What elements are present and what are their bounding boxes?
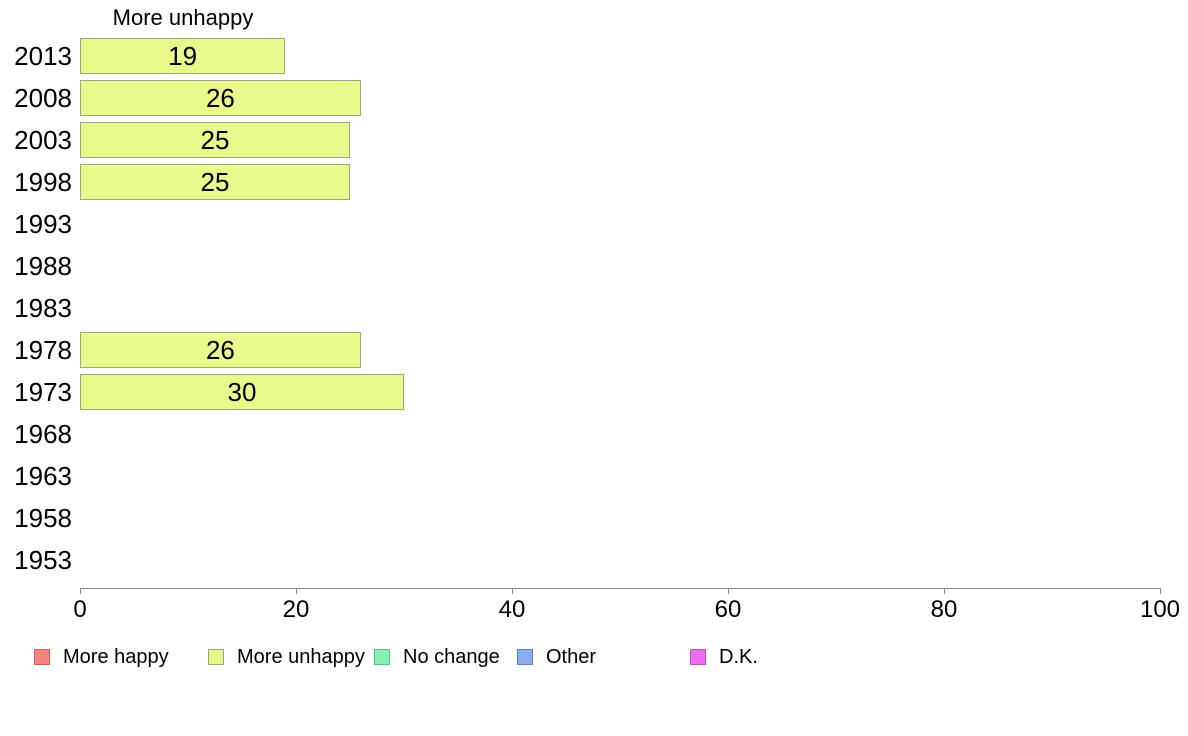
legend-swatch	[517, 649, 533, 665]
x-axis-tick-label: 0	[73, 596, 87, 623]
year-label: 1958	[14, 503, 72, 533]
year-label: 2003	[14, 125, 72, 155]
x-axis-tick	[296, 588, 297, 594]
x-axis-tick	[512, 588, 513, 594]
year-label: 2013	[14, 41, 72, 71]
legend-item: Other	[517, 645, 596, 669]
x-axis-tick-label: 60	[714, 596, 742, 623]
year-label: 1978	[14, 335, 72, 365]
x-axis-tick-label: 100	[1139, 596, 1181, 623]
x-axis-tick-label: 40	[498, 596, 526, 623]
bar: 25	[80, 164, 350, 200]
bar-value-label: 25	[200, 166, 230, 197]
legend-item: No change	[374, 645, 500, 669]
year-label: 1953	[14, 545, 72, 575]
x-axis-tick-label: 20	[282, 596, 310, 623]
bar-value-label: 25	[200, 124, 230, 155]
legend-item: More happy	[34, 645, 169, 669]
bar: 26	[80, 332, 361, 368]
year-label: 1993	[14, 209, 72, 239]
x-axis-tick	[1160, 588, 1161, 594]
x-axis-line	[80, 588, 1160, 589]
x-axis-tick-label: 80	[930, 596, 958, 623]
legend-swatch	[34, 649, 50, 665]
bar-value-label: 26	[205, 334, 235, 365]
legend-item: More unhappy	[208, 645, 365, 669]
legend-swatch	[690, 649, 706, 665]
year-label: 1963	[14, 461, 72, 491]
x-axis-tick	[728, 588, 729, 594]
legend-label: More unhappy	[237, 646, 365, 668]
bar-value-label: 30	[227, 376, 257, 407]
legend-swatch	[374, 649, 390, 665]
bar: 25	[80, 122, 350, 158]
bar-value-label: 26	[205, 82, 235, 113]
year-label: 1973	[14, 377, 72, 407]
legend-label: D.K.	[719, 646, 758, 668]
bar: 19	[80, 38, 286, 74]
bar-value-label: 19	[168, 40, 198, 71]
legend-swatch	[208, 649, 224, 665]
legend-item: D.K.	[690, 645, 758, 669]
x-axis-tick	[80, 588, 81, 594]
chart-title: More unhappy	[112, 5, 254, 30]
year-label: 1983	[14, 293, 72, 323]
bar: 26	[80, 80, 361, 116]
x-axis-tick	[944, 588, 945, 594]
legend-label: More happy	[63, 646, 169, 668]
year-label: 1988	[14, 251, 72, 281]
year-label: 2008	[14, 83, 72, 113]
year-label: 1968	[14, 419, 72, 449]
bar: 30	[80, 374, 404, 410]
legend-label: Other	[546, 646, 597, 668]
year-label: 1998	[14, 167, 72, 197]
legend-label: No change	[403, 646, 500, 668]
